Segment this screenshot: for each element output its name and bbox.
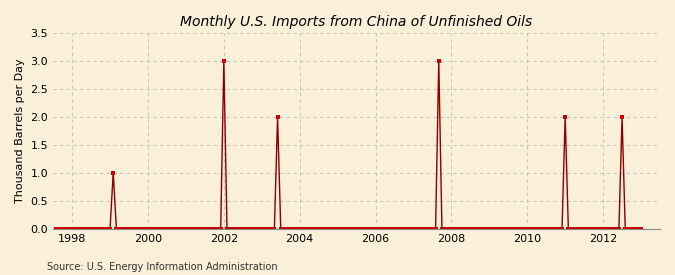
Title: Monthly U.S. Imports from China of Unfinished Oils: Monthly U.S. Imports from China of Unfin… (180, 15, 533, 29)
Y-axis label: Thousand Barrels per Day: Thousand Barrels per Day (15, 59, 25, 203)
Text: Source: U.S. Energy Information Administration: Source: U.S. Energy Information Administ… (47, 262, 278, 272)
